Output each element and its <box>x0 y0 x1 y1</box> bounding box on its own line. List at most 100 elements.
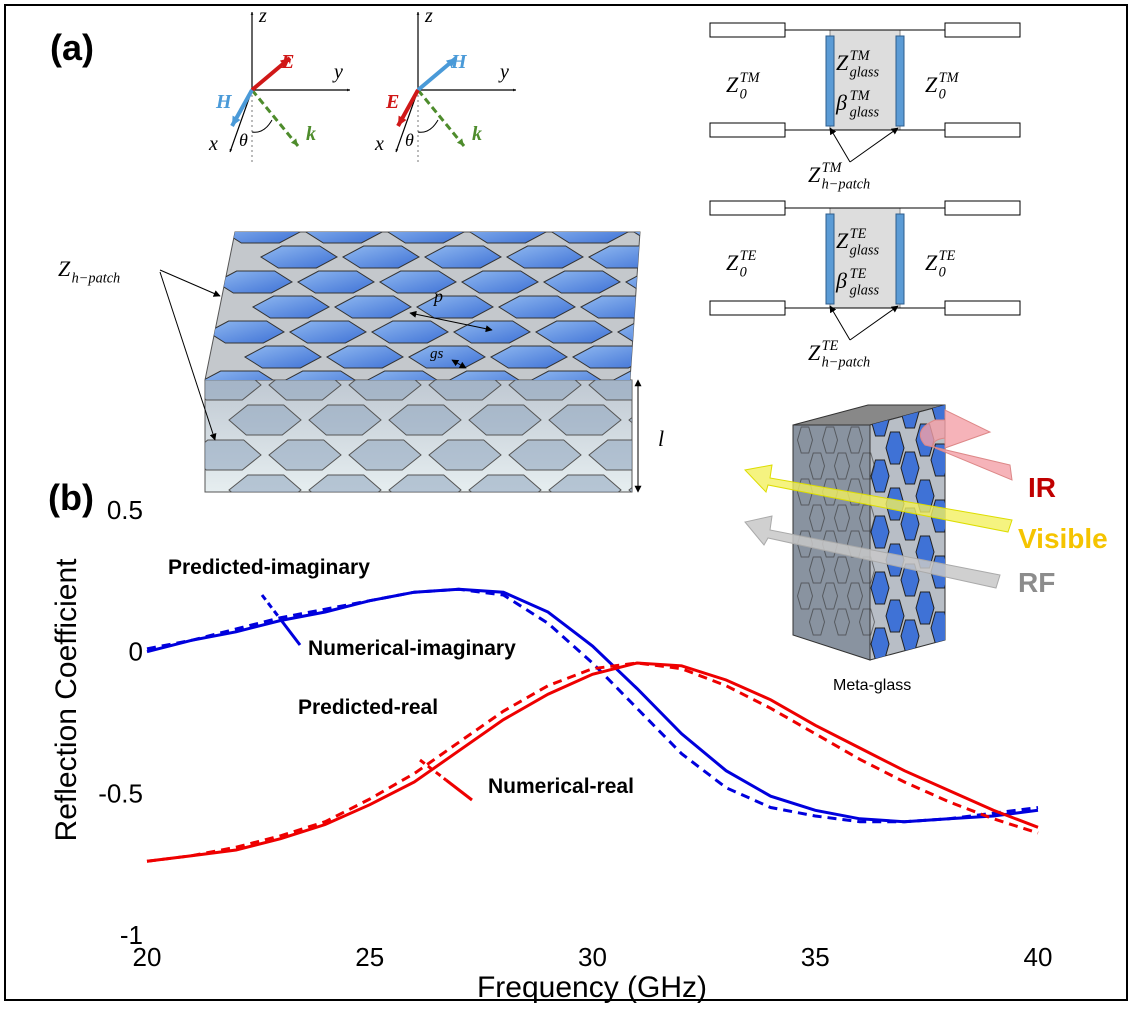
patch <box>895 35 905 127</box>
axis-x: x <box>374 133 384 155</box>
hex-patch-back <box>588 439 632 471</box>
patch <box>895 213 905 305</box>
x-tick-label: 30 <box>578 942 607 972</box>
symbol: β TM glass <box>835 88 879 121</box>
hex-patch <box>885 431 905 465</box>
hex-patch <box>297 270 375 294</box>
frame <box>4 4 1128 1001</box>
line-section <box>944 122 1021 138</box>
symbol: ZTE 0 <box>925 248 956 281</box>
symbol: β TE glass <box>835 266 879 299</box>
symbol-base: β <box>835 268 847 293</box>
hex-patch <box>387 232 465 244</box>
hex-patch-back <box>808 556 826 584</box>
annotation-pointer <box>419 758 447 782</box>
symbol-base: Z <box>836 228 849 253</box>
symbol-base: Z <box>58 256 71 281</box>
line-section <box>944 200 1021 216</box>
e-label: E <box>385 91 399 113</box>
symbol: ZTM 0 <box>726 70 761 103</box>
hex-patch-back <box>628 416 632 424</box>
symbol-sub: glass <box>850 283 880 299</box>
arrow <box>416 89 466 147</box>
hex-patch-back <box>628 486 632 492</box>
hex-patch <box>885 599 905 633</box>
y-tick-label: -0.5 <box>98 778 143 808</box>
hex-patch-back <box>846 582 864 610</box>
pointer <box>159 271 217 441</box>
arrow-head <box>232 115 241 126</box>
x-tick-label: 25 <box>355 942 384 972</box>
hex-patch <box>342 245 420 269</box>
symbol-base: Z <box>836 50 849 75</box>
axis-y: y <box>332 61 343 83</box>
annotation-pointer <box>279 619 302 646</box>
hex-patch <box>506 245 584 269</box>
hex-patch <box>461 270 539 294</box>
panel-label: (a) <box>50 27 94 68</box>
hex-patch-back <box>808 608 826 636</box>
y-tick-label: -1 <box>120 920 143 950</box>
ir-arrow <box>919 409 1013 481</box>
side-hexes <box>870 405 945 660</box>
gap-arrow <box>451 359 467 369</box>
hex-patch <box>870 571 890 605</box>
hex-patch <box>870 627 890 660</box>
x-tick-label: 20 <box>133 942 162 972</box>
arrow-head <box>250 12 254 15</box>
hex-patch-back <box>388 474 462 492</box>
hex-patch <box>498 295 576 319</box>
symbol-base: Z <box>925 72 938 97</box>
e-label: E <box>280 51 294 73</box>
symbol-base: Z <box>808 340 821 365</box>
symbol-base: Z <box>808 162 821 187</box>
hex-patch <box>260 245 338 269</box>
hex-patch <box>535 320 613 344</box>
hex-patch-back <box>808 504 826 532</box>
hex-patch <box>252 295 330 319</box>
hex-patch-back <box>846 478 864 506</box>
hex-patch-back <box>833 452 851 480</box>
top-hexes <box>205 232 640 380</box>
pointer <box>849 305 899 341</box>
symbol-sup: TM <box>939 70 960 86</box>
symbol-sub: glass <box>850 105 880 121</box>
y-tick-label: 0.5 <box>107 495 143 525</box>
hex-patch-back <box>858 452 876 480</box>
axis-x: x <box>208 133 218 155</box>
hex-patch-back <box>833 504 851 532</box>
hex-patch-back <box>508 439 582 471</box>
hex-patch-back <box>833 556 851 584</box>
hex-patch-back <box>858 504 876 532</box>
hex-patch <box>207 320 285 344</box>
series-annotation: Predicted-imaginary <box>168 556 370 579</box>
hex-patch <box>281 370 359 380</box>
hex-patch-back <box>548 474 622 492</box>
symbol-sub: h−patch <box>72 271 121 287</box>
rf-arrow <box>744 515 1001 589</box>
symbol-sub: 0 <box>740 265 747 281</box>
line-section <box>709 300 786 316</box>
hex-patch-back <box>388 404 462 436</box>
hex-patch-back <box>821 426 839 454</box>
visible-arrow <box>744 464 1013 533</box>
symbol-base: Z <box>726 250 739 275</box>
hex-patch <box>870 515 890 549</box>
hex-patch-back <box>308 404 382 436</box>
hex-patch-back <box>205 380 262 401</box>
hex-patch <box>588 245 640 269</box>
pointer <box>829 127 851 163</box>
arrow <box>250 89 300 147</box>
line-section <box>709 200 786 216</box>
arrow-head <box>395 148 399 152</box>
series-line <box>146 587 1039 824</box>
series-annotation: Predicted-real <box>298 696 438 719</box>
hex-patch <box>527 370 605 380</box>
thickness: l <box>658 426 664 451</box>
h-label: H <box>215 91 233 113</box>
hex-patch <box>445 370 523 380</box>
patch <box>825 35 835 127</box>
h-label: H <box>450 51 468 73</box>
angle: θ <box>405 130 414 150</box>
